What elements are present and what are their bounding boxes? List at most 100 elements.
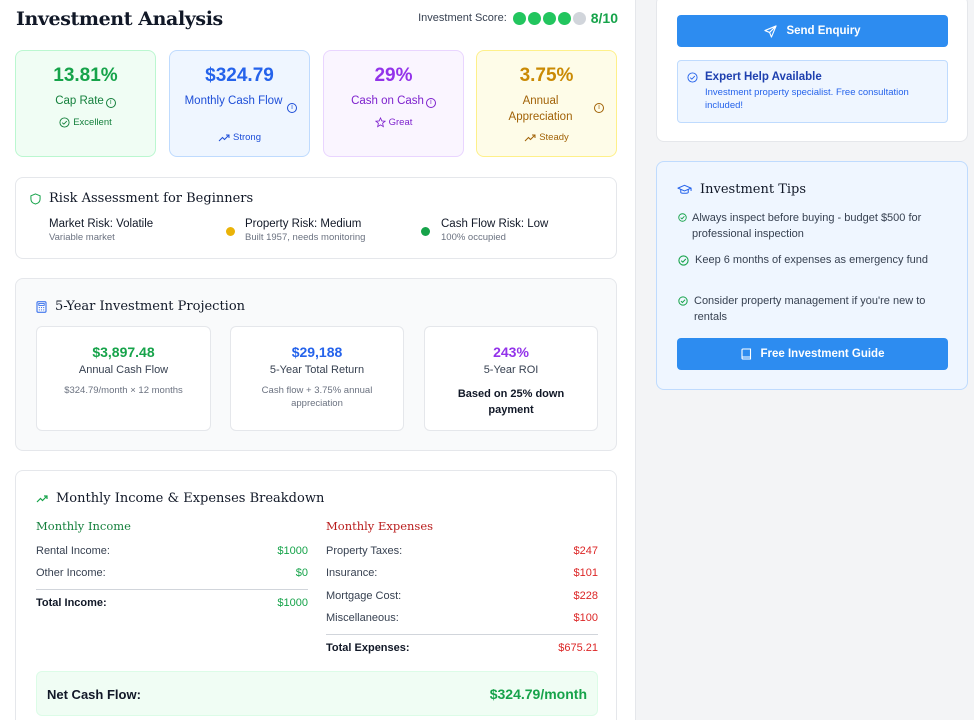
projection-value: $3,897.48 bbox=[92, 344, 155, 360]
income-row: Rental Income: $1000 bbox=[36, 545, 308, 561]
expert-help-subtitle: Investment property specialist. Free con… bbox=[705, 87, 909, 111]
trending-up-icon bbox=[218, 134, 230, 141]
expense-total-row: Total Expenses: $675.21 bbox=[326, 642, 598, 658]
risk-item-subtitle: 100% occupied bbox=[441, 232, 506, 243]
projection-label: 5-Year Total Return bbox=[269, 364, 365, 376]
page-title: Investment Analysis bbox=[16, 8, 223, 30]
breakdown-title: Monthly Income & Expenses Breakdown bbox=[36, 491, 324, 506]
info-icon[interactable]: i bbox=[425, 98, 436, 108]
row-value: $228 bbox=[573, 590, 598, 602]
page-header: Investment Analysis Investment Score: 8/… bbox=[16, 8, 618, 32]
metric-monthly-cash-flow: $324.79 Monthly Cash Flow i Strong bbox=[169, 50, 310, 157]
sidebar: Send Enquiry Expert Help Available Inves… bbox=[637, 0, 974, 720]
score-dot bbox=[512, 11, 526, 25]
check-circle-icon bbox=[678, 255, 689, 266]
metric-badge: Steady bbox=[477, 132, 616, 143]
metric-label: Cash on Cash i bbox=[334, 93, 453, 109]
metric-badge-text: Steady bbox=[539, 132, 569, 143]
risk-item-cash-flow: Cash Flow Risk: Low 100% occupied bbox=[441, 218, 548, 243]
metric-badge-text: Great bbox=[388, 117, 413, 128]
tips-title: Investment Tips bbox=[677, 182, 806, 197]
expense-row: Insurance: $101 bbox=[326, 567, 598, 583]
projection-label: Annual Cash Flow bbox=[78, 364, 169, 376]
info-icon[interactable]: i bbox=[594, 103, 604, 113]
metric-cash-on-cash: 29% Cash on Cash i Great bbox=[323, 50, 464, 157]
expense-row: Mortgage Cost: $228 bbox=[326, 590, 598, 606]
trending-up-icon bbox=[524, 134, 536, 141]
metric-value: 13.81% bbox=[53, 65, 118, 86]
risk-item-market: Market Risk: Volatile Variable market bbox=[49, 218, 153, 243]
row-value: $0 bbox=[295, 567, 308, 579]
expert-help-title: Expert Help Available bbox=[705, 71, 822, 83]
risk-item-subtitle: Built 1957, needs monitoring bbox=[245, 232, 366, 243]
projection-label: 5-Year ROI bbox=[483, 364, 539, 376]
net-cash-flow-value: $324.79/month bbox=[489, 686, 587, 702]
check-circle-icon bbox=[678, 213, 687, 222]
row-label: Miscellaneous: bbox=[326, 612, 399, 624]
expenses-title: Monthly Expenses bbox=[326, 519, 434, 533]
send-enquiry-button[interactable]: Send Enquiry bbox=[677, 15, 948, 47]
risk-item-property: Property Risk: Medium Built 1957, needs … bbox=[245, 218, 365, 243]
row-value: $247 bbox=[573, 545, 598, 557]
score-dot bbox=[572, 11, 586, 25]
row-label: Other Income: bbox=[36, 567, 106, 579]
net-cash-flow-label: Net Cash Flow: bbox=[47, 687, 141, 702]
metric-label: Cap Rate i bbox=[26, 93, 145, 109]
expense-row: Property Taxes: $247 bbox=[326, 545, 598, 561]
metric-label: Annual Appreciation bbox=[508, 95, 573, 123]
score-dot bbox=[542, 11, 556, 25]
metric-badge: Strong bbox=[170, 132, 309, 143]
row-value: $1000 bbox=[277, 597, 308, 609]
tip-text: Keep 6 months of expenses as emergency f… bbox=[695, 254, 928, 266]
projection-roi: 243% 5-Year ROI Based on 25% down paymen… bbox=[424, 326, 598, 431]
expert-help-box: Expert Help Available Investment propert… bbox=[677, 60, 948, 123]
tip-text: Consider property management if you're n… bbox=[694, 295, 926, 323]
book-icon bbox=[740, 348, 751, 360]
check-circle-icon bbox=[687, 72, 698, 83]
row-value: $100 bbox=[573, 612, 598, 624]
info-icon[interactable]: i bbox=[105, 98, 116, 108]
free-investment-guide-button[interactable]: Free Investment Guide bbox=[677, 338, 948, 370]
projection-sub: Cash flow + 3.75% annual appreciation bbox=[261, 385, 373, 409]
income-total-row: Total Income: $1000 bbox=[36, 597, 308, 613]
row-label: Rental Income: bbox=[36, 545, 110, 557]
info-icon[interactable]: i bbox=[287, 103, 297, 113]
score-dot bbox=[557, 11, 571, 25]
risk-item-title: Property Risk: Medium bbox=[245, 218, 362, 230]
projection-sub: $324.79/month × 12 months bbox=[64, 385, 183, 396]
metric-badge-text: Excellent bbox=[73, 117, 112, 128]
tip-item: Always inspect before buying - budget $5… bbox=[678, 210, 958, 242]
divider bbox=[36, 589, 308, 590]
risk-assessment-card: Risk Assessment for Beginners Market Ris… bbox=[15, 177, 617, 259]
trending-up-icon bbox=[36, 494, 48, 502]
projection-annual-cash-flow: $3,897.48 Annual Cash Flow $324.79/month… bbox=[36, 326, 211, 431]
metric-value: 3.75% bbox=[519, 65, 574, 86]
score-label: Investment Score: bbox=[418, 12, 507, 24]
metric-value: 29% bbox=[374, 65, 413, 86]
metric-badge-text: Strong bbox=[233, 132, 261, 143]
income-title: Monthly Income bbox=[36, 519, 131, 533]
projection-sub: Based on 25% down payment bbox=[457, 388, 565, 416]
row-value: $1000 bbox=[277, 545, 308, 557]
check-circle-icon bbox=[678, 296, 688, 306]
metric-label: Monthly Cash Flow bbox=[184, 95, 283, 107]
projection-value: $29,188 bbox=[291, 344, 343, 360]
main-panel: Investment Analysis Investment Score: 8/… bbox=[0, 0, 636, 720]
metric-annual-appreciation: 3.75% Annual Appreciation i Steady bbox=[476, 50, 617, 157]
expense-row: Miscellaneous: $100 bbox=[326, 612, 598, 628]
risk-item-subtitle: Variable market bbox=[49, 232, 115, 243]
risk-item-title: Cash Flow Risk: Low bbox=[441, 218, 549, 230]
score-dot bbox=[527, 11, 541, 25]
send-icon bbox=[764, 24, 778, 38]
row-label: Total Income: bbox=[36, 597, 107, 609]
graduation-cap-icon bbox=[677, 184, 692, 194]
income-row: Other Income: $0 bbox=[36, 567, 308, 583]
row-label: Insurance: bbox=[326, 567, 378, 579]
score-value: 8/10 bbox=[590, 10, 618, 26]
metric-value: $324.79 bbox=[205, 65, 274, 86]
check-circle-icon bbox=[59, 117, 70, 128]
investment-tips-card: Investment Tips Always inspect before bu… bbox=[656, 161, 968, 390]
risk-title: Risk Assessment for Beginners bbox=[30, 191, 253, 206]
projection-title: 5-Year Investment Projection bbox=[36, 299, 245, 314]
metric-badge: Excellent bbox=[16, 117, 155, 128]
